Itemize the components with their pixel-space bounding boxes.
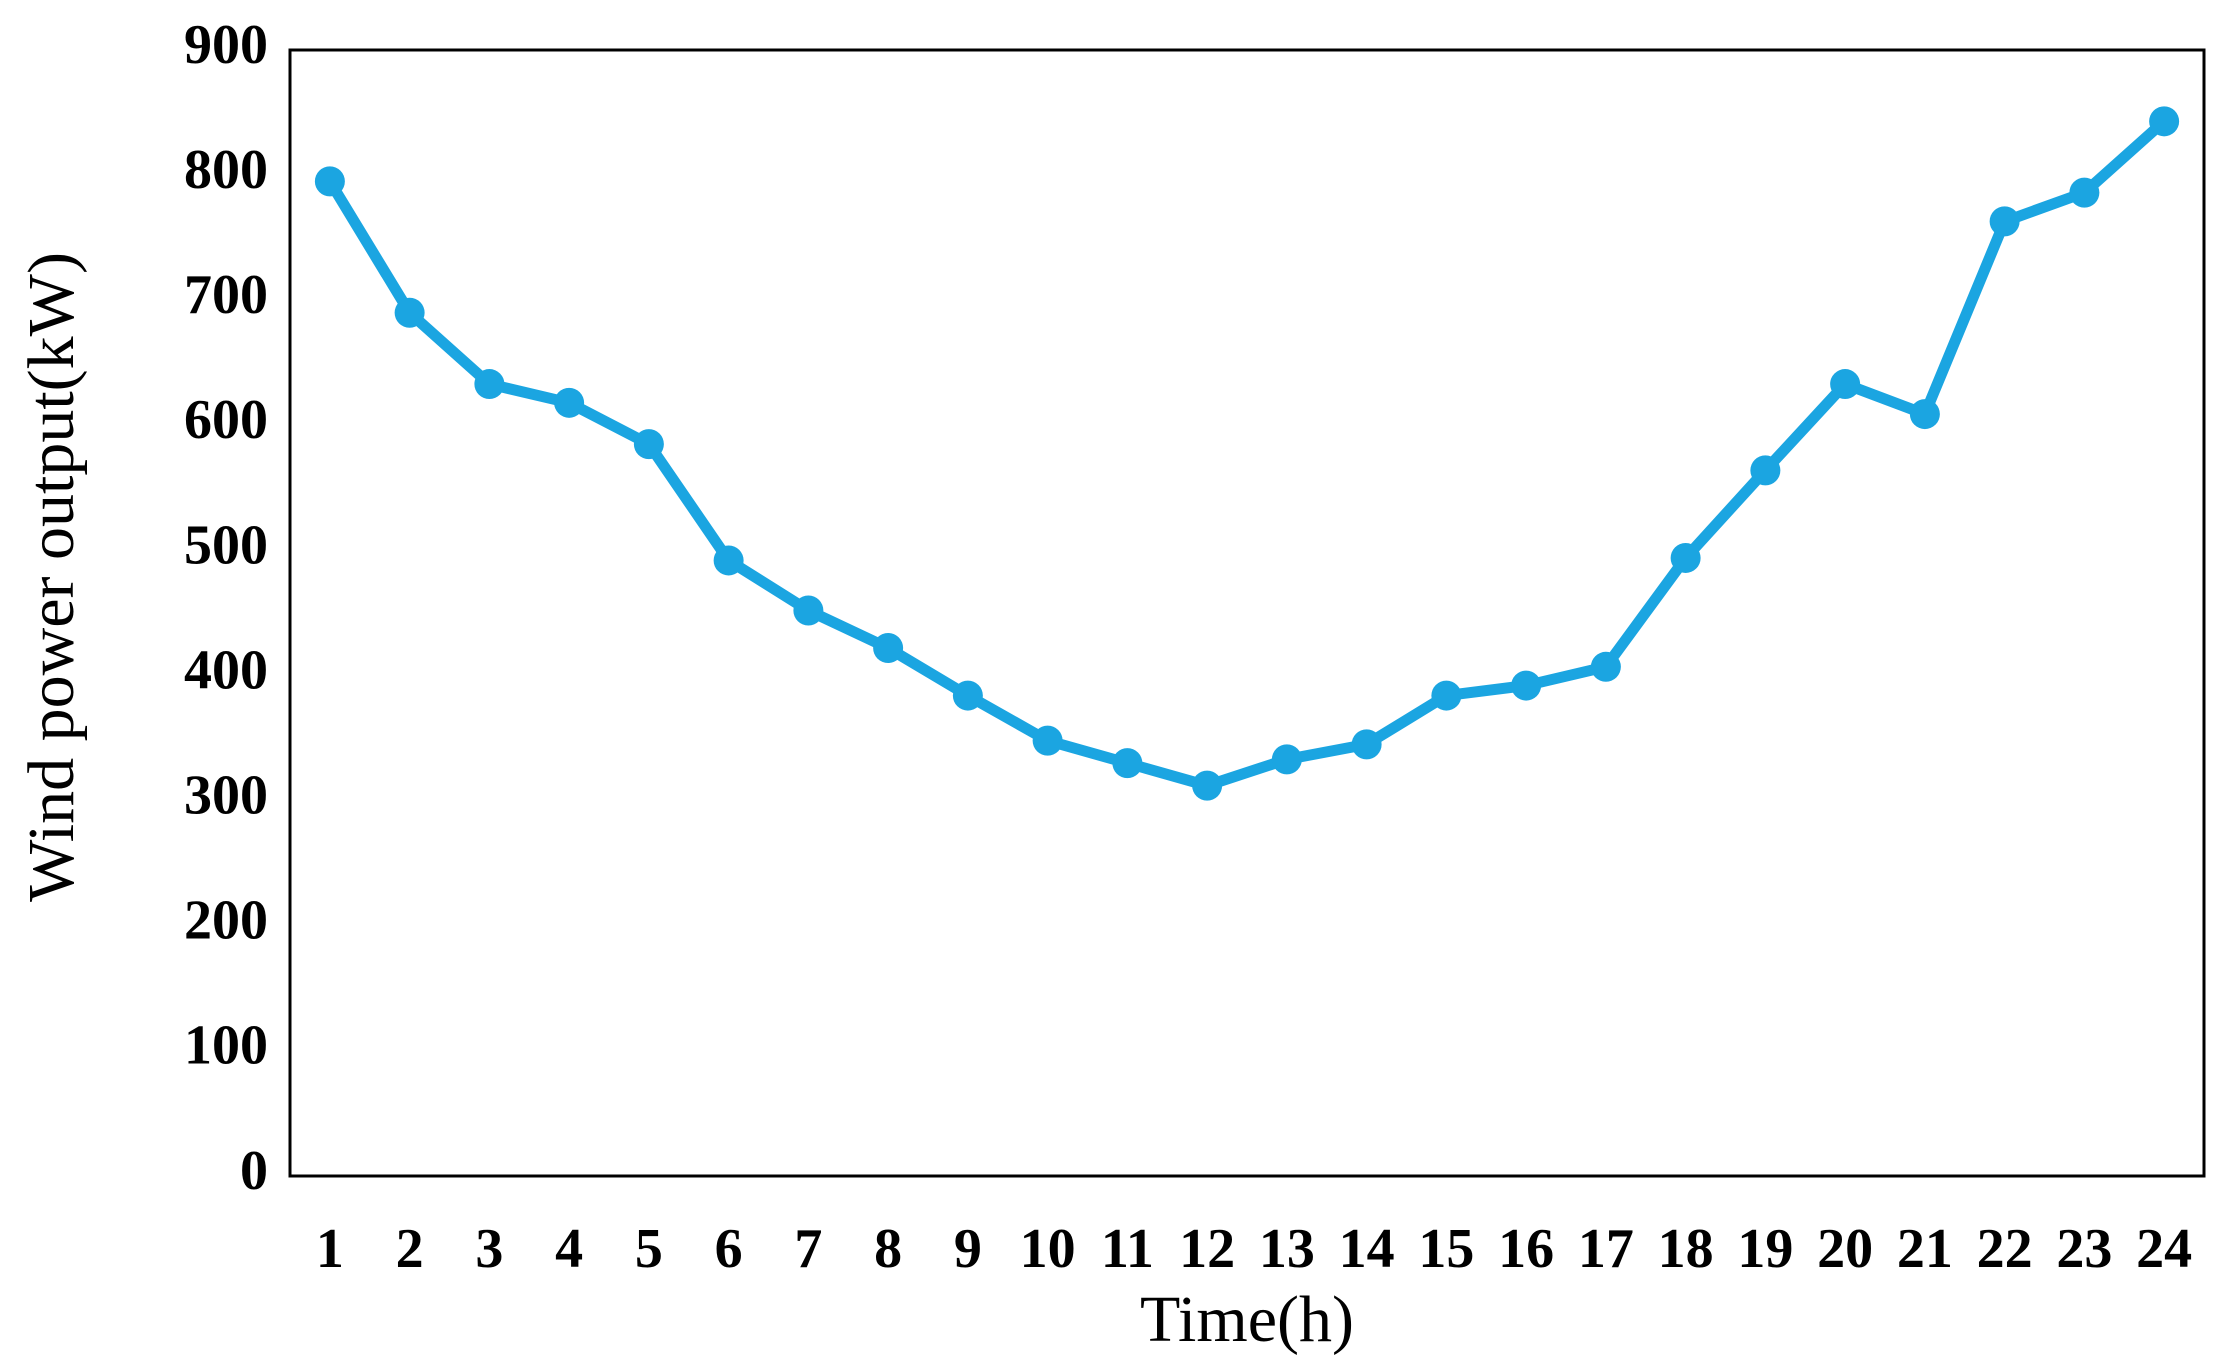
data-point <box>873 633 904 664</box>
x-tick-label: 11 <box>1101 1218 1154 1280</box>
x-tick-label: 14 <box>1339 1218 1395 1280</box>
data-point <box>1989 206 2020 237</box>
x-tick-label: 8 <box>874 1218 902 1280</box>
x-tick-label: 20 <box>1817 1218 1873 1280</box>
data-point <box>2149 106 2180 137</box>
y-tick-label: 100 <box>184 1015 268 1077</box>
x-tick-label: 18 <box>1658 1218 1714 1280</box>
data-point <box>1431 680 1462 711</box>
data-point <box>2069 177 2100 208</box>
data-point <box>474 369 505 400</box>
y-tick-label: 0 <box>240 1140 268 1202</box>
data-point <box>713 545 744 576</box>
x-tick-label: 23 <box>2056 1218 2112 1280</box>
x-tick-label: 1 <box>316 1218 344 1280</box>
x-tick-label: 19 <box>1737 1218 1793 1280</box>
y-tick-label: 500 <box>184 514 268 576</box>
data-point <box>793 595 824 626</box>
x-tick-label: 12 <box>1179 1218 1235 1280</box>
x-tick-label: 7 <box>794 1218 822 1280</box>
x-tick-label: 10 <box>1020 1218 1076 1280</box>
data-point <box>1112 748 1143 779</box>
y-tick-label: 800 <box>184 139 268 201</box>
data-point <box>1750 455 1781 486</box>
x-tick-label: 13 <box>1259 1218 1315 1280</box>
x-tick-label: 4 <box>555 1218 583 1280</box>
data-point <box>1351 729 1382 760</box>
data-point <box>1032 725 1063 756</box>
x-tick-label: 3 <box>475 1218 503 1280</box>
data-point <box>633 429 664 460</box>
plot-frame <box>288 48 2206 1178</box>
y-tick-label: 900 <box>184 14 268 76</box>
x-tick-label: 15 <box>1418 1218 1474 1280</box>
x-tick-label: 2 <box>396 1218 424 1280</box>
x-tick-label: 16 <box>1498 1218 1554 1280</box>
x-tick-label: 17 <box>1578 1218 1634 1280</box>
data-point <box>1830 369 1861 400</box>
x-tick-label: 9 <box>954 1218 982 1280</box>
x-axis-title: Time(h) <box>1140 1283 1354 1356</box>
x-tick-label: 6 <box>715 1218 743 1280</box>
data-point <box>1511 670 1542 701</box>
y-tick-label: 200 <box>184 890 268 952</box>
x-tick-label: 5 <box>635 1218 663 1280</box>
y-tick-label: 600 <box>184 389 268 451</box>
data-point <box>1590 651 1621 682</box>
y-tick-label: 400 <box>184 639 268 701</box>
data-point <box>952 680 983 711</box>
data-point <box>1909 399 1940 430</box>
data-line <box>325 117 2168 792</box>
data-point <box>314 166 345 197</box>
data-point <box>1670 542 1701 573</box>
y-tick-label: 700 <box>184 264 268 326</box>
data-point <box>554 387 585 418</box>
y-tick-label: 300 <box>184 765 268 827</box>
x-tick-label: 22 <box>1977 1218 2033 1280</box>
x-tick-label: 24 <box>2136 1218 2192 1280</box>
x-tick-label: 21 <box>1897 1218 1953 1280</box>
data-point <box>1271 744 1302 775</box>
data-point <box>394 297 425 328</box>
y-axis-title: Wind power output(kW) <box>15 252 88 902</box>
data-point <box>1192 770 1223 801</box>
